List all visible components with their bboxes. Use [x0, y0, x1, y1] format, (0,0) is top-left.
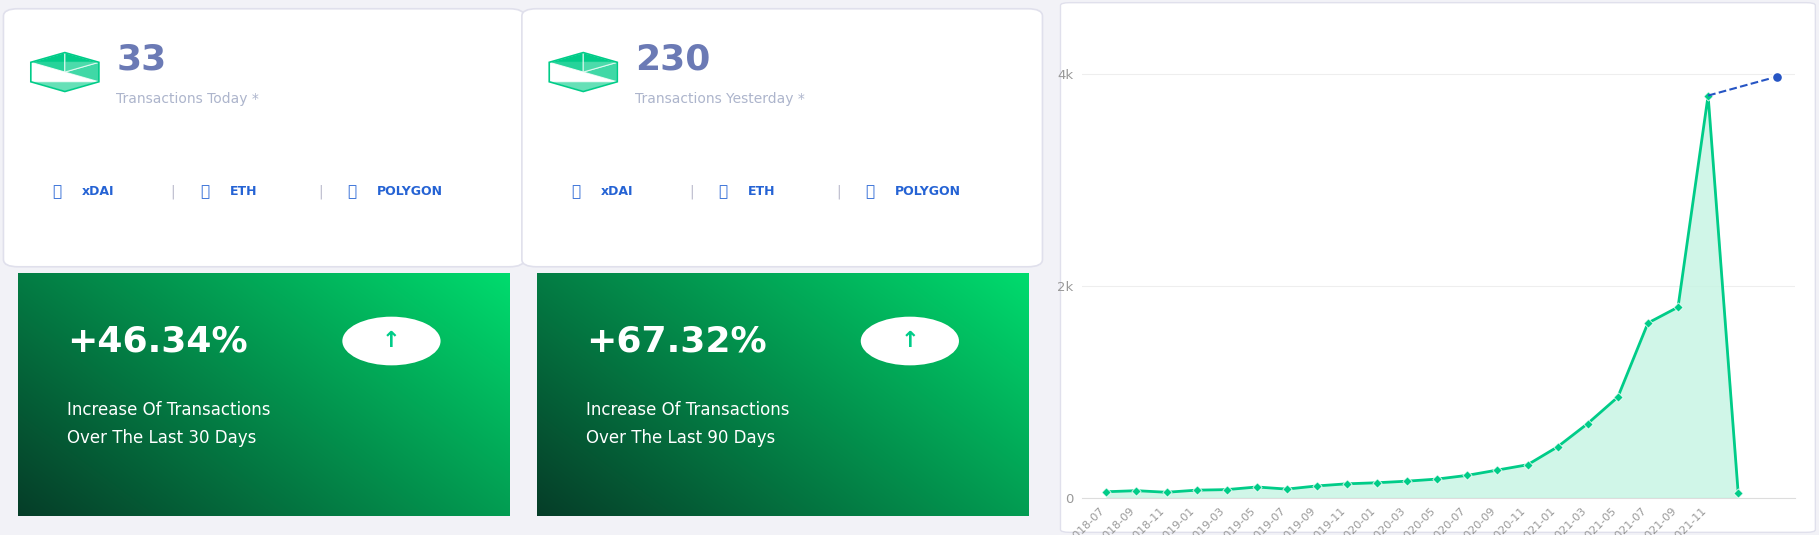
- Point: [1271, 485, 1301, 493]
- Text: ETH: ETH: [748, 185, 775, 198]
- Point: [1603, 393, 1632, 401]
- Text: 230: 230: [635, 43, 709, 77]
- Point: [1122, 486, 1151, 495]
- Point: [1482, 466, 1512, 475]
- Point: [1513, 461, 1543, 469]
- Polygon shape: [31, 82, 98, 91]
- Point: [1242, 483, 1271, 491]
- Text: |: |: [171, 184, 175, 198]
- Text: ETH: ETH: [229, 185, 256, 198]
- Point: [1302, 482, 1332, 490]
- Polygon shape: [549, 52, 584, 72]
- Text: POLYGON: POLYGON: [895, 185, 960, 198]
- Circle shape: [342, 317, 440, 365]
- Text: ⌕: ⌕: [347, 184, 357, 199]
- Text: POLYGON: POLYGON: [377, 185, 442, 198]
- Polygon shape: [584, 62, 617, 82]
- Text: ⌕: ⌕: [571, 184, 580, 199]
- Text: ↑: ↑: [900, 331, 919, 351]
- Point: [1573, 419, 1603, 428]
- Polygon shape: [584, 52, 617, 72]
- Circle shape: [860, 317, 959, 365]
- Point: [1333, 479, 1362, 488]
- FancyBboxPatch shape: [4, 9, 524, 267]
- Point: [1422, 475, 1452, 483]
- Text: xDAI: xDAI: [600, 185, 633, 198]
- Point: [1724, 489, 1754, 498]
- Point: [1211, 485, 1241, 494]
- Text: ⌕: ⌕: [200, 184, 209, 199]
- Point: [1151, 488, 1181, 496]
- Point: [1182, 486, 1211, 494]
- Polygon shape: [549, 52, 617, 62]
- Text: xDAI: xDAI: [82, 185, 115, 198]
- Point: [1543, 442, 1572, 451]
- Text: Transactions Today *: Transactions Today *: [116, 92, 260, 106]
- FancyBboxPatch shape: [522, 9, 1042, 267]
- Polygon shape: [31, 52, 98, 62]
- Polygon shape: [31, 52, 65, 72]
- Text: +46.34%: +46.34%: [67, 324, 247, 358]
- Point: [1693, 91, 1723, 100]
- Point: [1633, 319, 1663, 327]
- Text: |: |: [318, 184, 322, 198]
- Text: Increase Of Transactions
Over The Last 30 Days: Increase Of Transactions Over The Last 3…: [67, 401, 271, 447]
- Text: 33: 33: [116, 43, 167, 77]
- Text: |: |: [837, 184, 840, 198]
- Point: [1763, 72, 1792, 81]
- Point: [1362, 478, 1392, 487]
- Polygon shape: [549, 82, 617, 91]
- Polygon shape: [65, 62, 98, 82]
- Text: ⌕: ⌕: [53, 184, 62, 199]
- Text: ↑: ↑: [382, 331, 400, 351]
- Polygon shape: [65, 52, 98, 72]
- Text: ⌕: ⌕: [866, 184, 875, 199]
- Text: Increase Of Transactions
Over The Last 90 Days: Increase Of Transactions Over The Last 9…: [586, 401, 789, 447]
- Point: [1453, 471, 1482, 479]
- Text: Transactions Yesterday *: Transactions Yesterday *: [635, 92, 804, 106]
- Point: [1393, 477, 1422, 485]
- Text: +67.32%: +67.32%: [586, 324, 766, 358]
- Text: |: |: [689, 184, 693, 198]
- Point: [1091, 487, 1121, 496]
- Point: [1663, 303, 1692, 311]
- Text: ⌕: ⌕: [719, 184, 728, 199]
